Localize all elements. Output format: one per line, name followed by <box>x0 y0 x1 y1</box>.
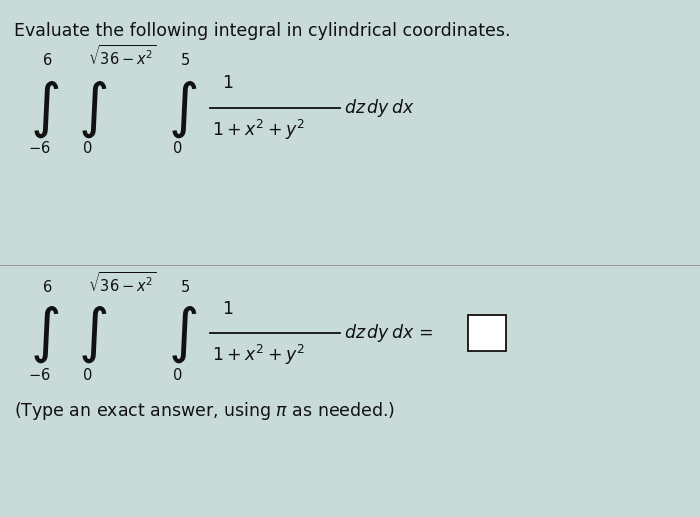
Text: $5$: $5$ <box>180 279 190 295</box>
Text: $\int$: $\int$ <box>30 305 60 366</box>
Text: $0$: $0$ <box>172 367 183 383</box>
Text: $\sqrt{36-x^2}$: $\sqrt{36-x^2}$ <box>88 44 157 68</box>
Text: $-6$: $-6$ <box>28 367 50 383</box>
Text: $\int$: $\int$ <box>168 305 197 366</box>
Text: Evaluate the following integral in cylindrical coordinates.: Evaluate the following integral in cylin… <box>14 22 510 40</box>
Text: $\int$: $\int$ <box>168 80 197 140</box>
Text: $-6$: $-6$ <box>28 140 50 156</box>
Text: $dz\,dy\,dx\,=$: $dz\,dy\,dx\,=$ <box>344 322 433 344</box>
Text: $\int$: $\int$ <box>78 305 107 366</box>
Text: $0$: $0$ <box>172 140 183 156</box>
Text: $\sqrt{36-x^2}$: $\sqrt{36-x^2}$ <box>88 271 157 295</box>
Text: $1$: $1$ <box>223 74 234 92</box>
Text: $6$: $6$ <box>42 279 52 295</box>
Text: $5$: $5$ <box>180 52 190 68</box>
Text: $\int$: $\int$ <box>30 80 60 140</box>
Text: $\int$: $\int$ <box>78 80 107 140</box>
Bar <box>468 315 506 351</box>
Text: (Type an exact answer, using $\pi$ as needed.): (Type an exact answer, using $\pi$ as ne… <box>14 400 395 422</box>
Text: $0$: $0$ <box>82 367 92 383</box>
Text: $6$: $6$ <box>42 52 52 68</box>
Text: $1+x^2+y^2$: $1+x^2+y^2$ <box>212 343 304 367</box>
Text: $0$: $0$ <box>82 140 92 156</box>
Text: $1$: $1$ <box>223 300 234 318</box>
Text: $1+x^2+y^2$: $1+x^2+y^2$ <box>212 118 304 142</box>
Text: $dz\,dy\,dx$: $dz\,dy\,dx$ <box>344 97 414 119</box>
